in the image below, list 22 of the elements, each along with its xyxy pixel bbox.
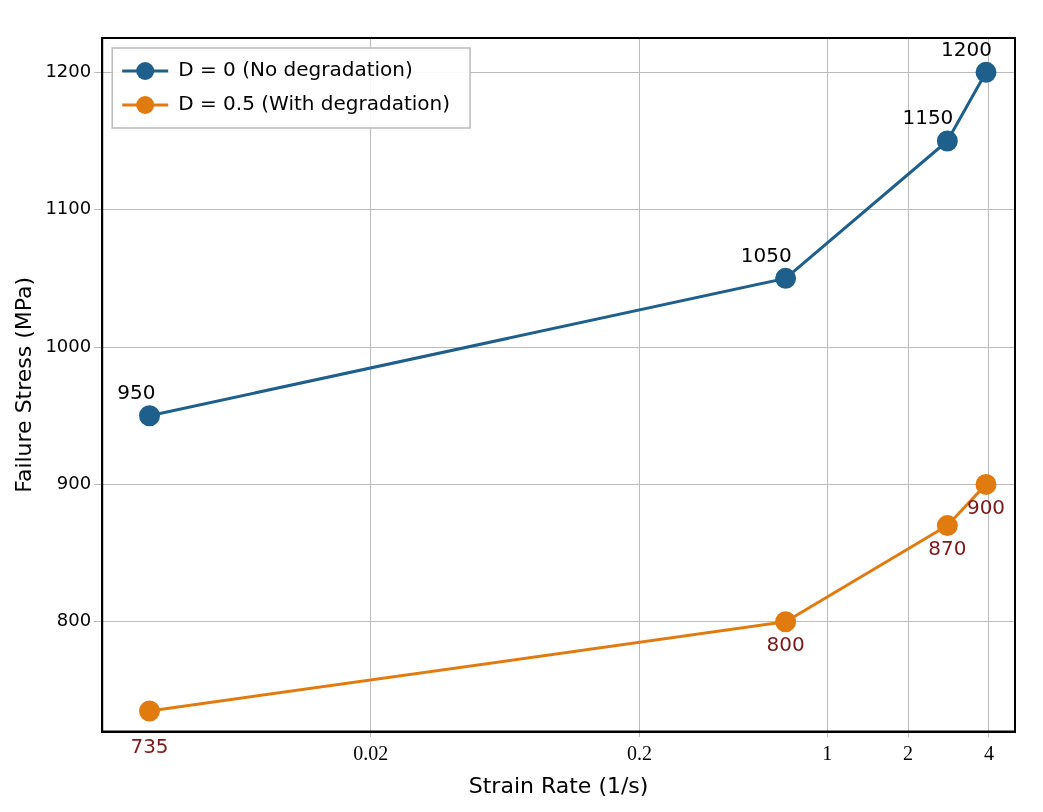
y-tick-label: 1200: [45, 60, 92, 82]
data-label: 735: [130, 733, 169, 758]
legend-label: D = 0.5 (With degradation): [178, 91, 451, 116]
x-axis-title: Strain Rate (1/s): [468, 772, 649, 798]
y-tick-label: 1000: [45, 334, 92, 356]
y-tick-label: 1100: [45, 197, 92, 219]
y-tick-label: 800: [56, 609, 92, 631]
x-tick-label: 1: [822, 741, 833, 764]
x-tick-label: 0.02: [353, 741, 389, 764]
y-axis-title: Failure Stress (MPa): [10, 276, 36, 493]
data-label: 1050: [740, 242, 792, 267]
y-tick-label: 900: [56, 472, 92, 494]
data-label: 900: [966, 494, 1006, 519]
x-tick-label: 0.2: [626, 741, 652, 764]
x-tick-label: 2: [903, 741, 914, 764]
data-label: 870: [928, 535, 967, 560]
legend-label: D = 0 (No degradation): [178, 57, 413, 82]
x-tick-label: 4: [983, 741, 994, 764]
data-label: 800: [766, 631, 805, 656]
data-label: 1150: [902, 105, 954, 130]
data-label: 950: [117, 379, 156, 404]
data-label: 1200: [941, 36, 993, 61]
